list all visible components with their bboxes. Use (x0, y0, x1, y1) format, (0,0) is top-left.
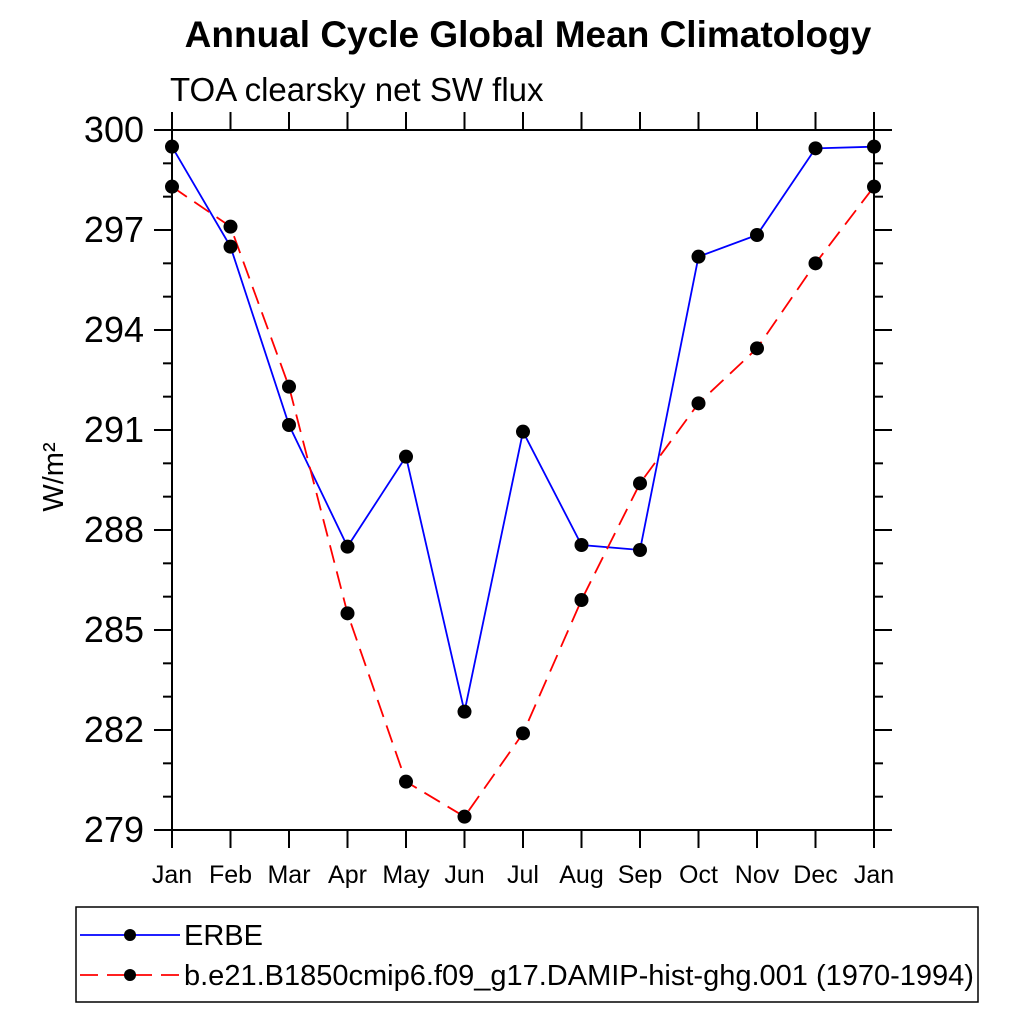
y-axis-label: W/m² (38, 442, 70, 512)
legend-model-marker-icon (124, 969, 136, 981)
legend-model-label: b.e21.B1850cmip6.f09_g17.DAMIP-hist-ghg.… (184, 960, 974, 992)
x-tick-label: Feb (209, 861, 252, 889)
legend-erbe-label: ERBE (184, 920, 263, 952)
y-tick-label: 285 (84, 609, 144, 650)
data-point (808, 256, 823, 271)
legend-box (75, 906, 979, 1003)
data-point (633, 543, 647, 557)
x-tick-label: Mar (267, 861, 310, 889)
x-tick-label: Oct (679, 861, 718, 889)
chart-subtitle: TOA clearsky net SW flux (170, 71, 544, 108)
x-tick-label: Jun (444, 861, 484, 889)
data-point (223, 219, 238, 234)
x-tick-label: Apr (328, 861, 367, 889)
data-point (340, 539, 355, 554)
y-tick-label: 297 (84, 209, 144, 250)
data-point (691, 396, 706, 411)
series-layer (165, 139, 881, 824)
series-line-1 (171, 185, 875, 818)
x-tick-label: Sep (618, 861, 662, 889)
data-point (223, 239, 238, 254)
data-point (457, 704, 472, 719)
data-point (574, 593, 589, 607)
x-tick-label: Jan (854, 861, 894, 889)
data-point (750, 228, 764, 242)
plot-frame (171, 129, 875, 831)
data-point (399, 774, 413, 789)
y-tick-label: 294 (84, 309, 144, 350)
data-point (457, 809, 472, 824)
data-point (750, 341, 764, 356)
chart-title: Annual Cycle Global Mean Climatology (185, 14, 872, 55)
x-tick-label: May (382, 861, 430, 889)
x-tick-label: Aug (559, 861, 603, 889)
data-point (633, 476, 647, 491)
data-point (574, 538, 589, 552)
legend: ERBE b.e21.B1850cmip6.f09_g17.DAMIP-hist… (75, 906, 979, 1003)
data-point (516, 424, 530, 439)
data-point (808, 141, 823, 156)
data-point (691, 249, 706, 264)
x-tick-label: Nov (735, 861, 780, 889)
y-tick-label: 300 (84, 109, 144, 150)
y-tick-label: 288 (84, 509, 144, 550)
data-point (399, 449, 413, 464)
y-tick-label: 279 (84, 809, 144, 850)
data-point (282, 418, 296, 432)
data-point (340, 606, 355, 621)
x-tick-label: Dec (793, 861, 837, 889)
x-tick-label: Jul (507, 861, 539, 889)
plot-axes: 279 282 285 288 291 294 297 300 Jan Feb Mar Apr May J… (84, 109, 894, 889)
y-tick-label: 282 (84, 709, 144, 750)
data-point (282, 379, 296, 394)
data-point (516, 726, 530, 741)
legend-erbe-marker-icon (124, 929, 136, 941)
x-tick-label: Jan (152, 861, 192, 889)
y-tick-label: 291 (84, 409, 144, 450)
